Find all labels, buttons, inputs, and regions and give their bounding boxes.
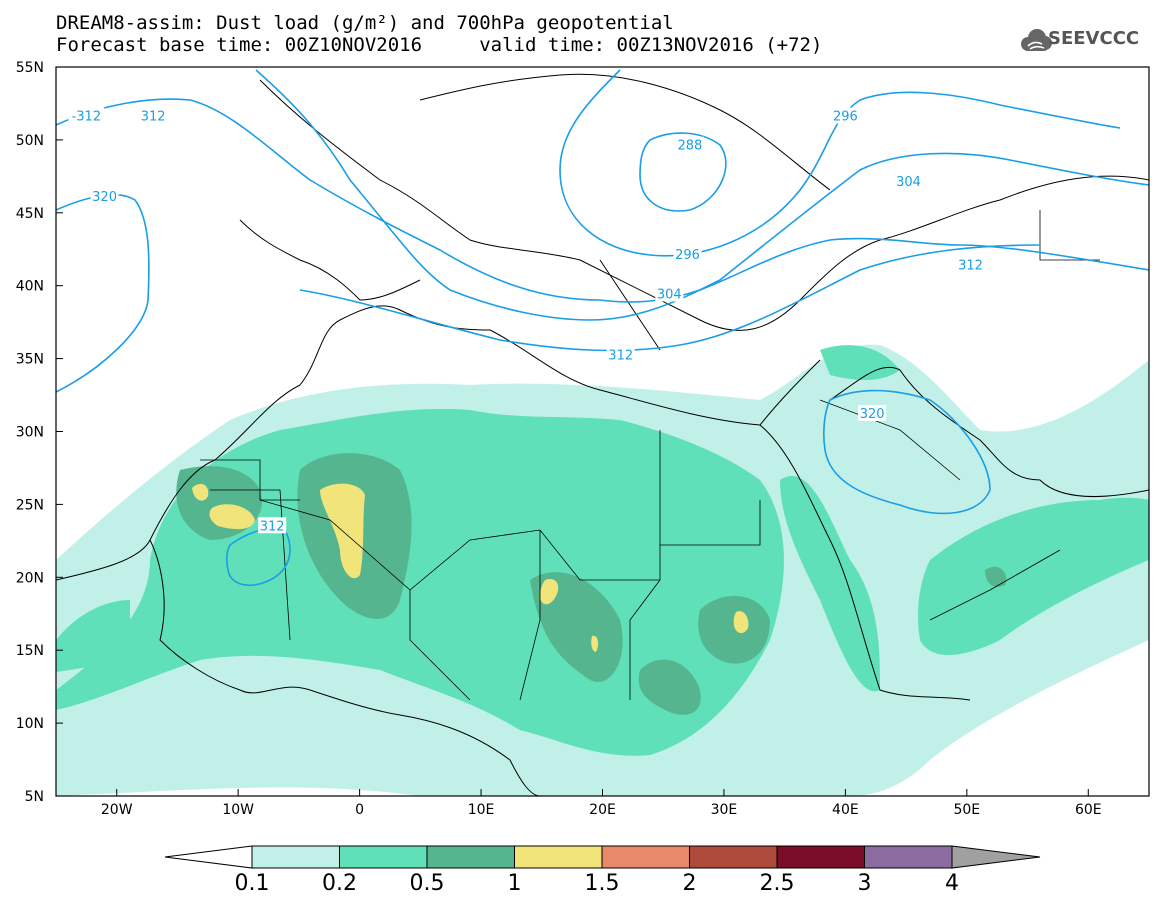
- colorbar-swatch: [339, 845, 428, 869]
- contour-label-bg: [831, 107, 860, 124]
- contour-label: 304: [896, 175, 921, 190]
- colorbar-label: 0.2: [322, 871, 357, 896]
- contour-label: 296: [833, 110, 858, 125]
- forecast-time-subtitle: Forecast base time: 00Z10NOV2016 valid t…: [56, 34, 823, 56]
- contour-label-bg: [956, 256, 985, 273]
- contour-label: -312: [72, 110, 102, 125]
- lat-tick-label: 5N: [25, 789, 44, 805]
- lat-tick-label: 45N: [16, 206, 44, 222]
- colorbar-label: 3: [857, 871, 872, 896]
- colorbar-label: 0.1: [234, 871, 270, 896]
- colorbar-swatch: [776, 845, 865, 869]
- lat-tick-label: 40N: [16, 279, 44, 295]
- colorbar-label: 4: [945, 871, 959, 896]
- lat-tick-label: 55N: [16, 60, 44, 76]
- colorbar-swatch: [251, 845, 340, 869]
- contour-label-bg: [258, 517, 287, 534]
- map-title: DREAM8-assim: Dust load (g/m²) and 700hP…: [56, 12, 674, 34]
- lon-tick-label: 20W: [101, 802, 133, 818]
- contour-label: 320: [860, 407, 885, 422]
- lat-tick-label: 20N: [16, 570, 44, 586]
- colorbar-swatch: [426, 845, 515, 869]
- lon-tick-label: 60E: [1075, 802, 1102, 818]
- contour-label-bg: [675, 136, 704, 153]
- colorbar-label: 1: [507, 871, 522, 896]
- lon-tick-label: 50E: [953, 802, 980, 818]
- contour-label-bg: [858, 405, 887, 422]
- logo-text: SEEVCCC: [1048, 28, 1140, 49]
- colorbar-under-arrow: [164, 845, 253, 869]
- lon-tick-label: 20E: [589, 802, 616, 818]
- contour-label: 296: [675, 248, 700, 263]
- contour-label: 320: [92, 190, 117, 205]
- cloud-logo-icon: [1021, 29, 1052, 51]
- axis-ticks: 55N 50N 45N 40N 35N 30N 25N 20N 15N 10N 5N 20W 10W 0 1…: [16, 60, 1102, 818]
- border-layer: [200, 210, 1100, 701]
- lon-tick-label: 10E: [468, 802, 495, 818]
- contour-label-bg: [673, 246, 702, 263]
- colorbar-over-arrow: [951, 845, 1041, 869]
- contour-label: 288: [678, 139, 703, 154]
- contour-label: 312: [958, 258, 983, 273]
- contour-label-bg: [655, 285, 684, 302]
- dust-fill-layer: [56, 344, 1149, 796]
- colorbar-label: 0.5: [409, 871, 445, 896]
- contour-label-bg: [68, 107, 105, 124]
- colorbar: [164, 845, 1041, 869]
- colorbar-swatch: [689, 845, 778, 869]
- lat-tick-label: 10N: [16, 716, 44, 732]
- lon-tick-label: 10W: [222, 802, 254, 818]
- colorbar-swatch: [514, 845, 603, 869]
- geopotential-contours: [56, 69, 1149, 586]
- lat-tick-label: 30N: [16, 425, 44, 441]
- contour-label: 312: [608, 349, 633, 364]
- contour-label: 312: [141, 110, 166, 125]
- lon-tick-label: 0: [355, 802, 364, 818]
- colorbar-label: 1.5: [584, 871, 620, 896]
- lat-tick-label: 50N: [16, 133, 44, 149]
- contour-label: 304: [657, 287, 682, 302]
- contour-label-bg: [606, 346, 635, 363]
- lon-tick-label: 30E: [711, 802, 738, 818]
- colorbar-label: 2: [682, 871, 697, 896]
- colorbar-swatch: [601, 845, 690, 869]
- lon-tick-label: 40E: [832, 802, 859, 818]
- colorbar-label: 2.5: [759, 871, 795, 896]
- contour-label-bg: [894, 173, 923, 190]
- coastline-layer: [56, 73, 1149, 796]
- contour-labels: -312 312 320 296 288 304 312 296 304 312 320 312: [68, 107, 985, 534]
- lat-tick-label: 25N: [16, 497, 44, 513]
- contour-label-bg: [90, 187, 119, 204]
- lat-tick-label: 35N: [16, 352, 44, 368]
- contour-label: 312: [260, 519, 285, 534]
- contour-label-bg: [139, 107, 168, 124]
- lat-tick-label: 15N: [16, 643, 44, 659]
- colorbar-swatch: [864, 845, 953, 869]
